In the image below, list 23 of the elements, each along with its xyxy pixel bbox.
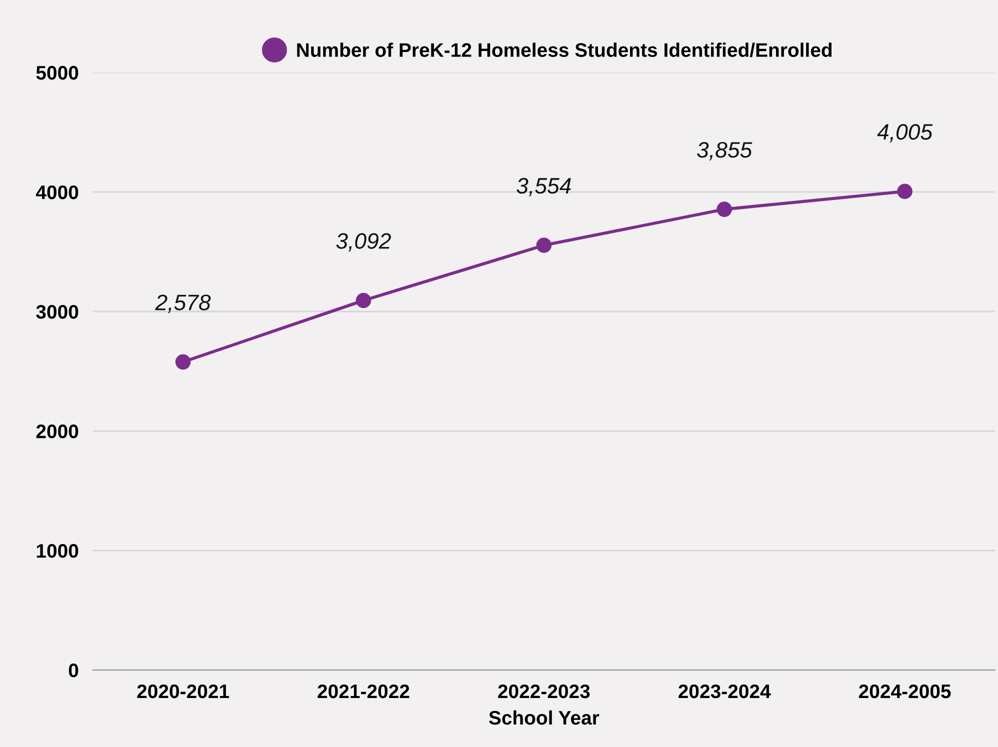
data-label: 3,092 bbox=[336, 233, 391, 252]
data-label: 3,554 bbox=[516, 178, 571, 196]
y-tick-label: 1000 bbox=[36, 544, 78, 558]
data-label: 2,578 bbox=[155, 294, 211, 313]
y-tick-label: 3000 bbox=[36, 304, 78, 319]
data-label: 4,005 bbox=[877, 124, 933, 142]
point bbox=[175, 354, 191, 370]
x-tick-label: 2023-2024 bbox=[678, 684, 771, 698]
x-axis-title: School Year bbox=[488, 710, 600, 725]
point bbox=[356, 292, 372, 308]
y-tick-label: 0 bbox=[68, 664, 78, 678]
x-tick-label: 2020-2021 bbox=[137, 684, 229, 698]
data-label: 3,855 bbox=[697, 142, 752, 160]
y-tick-label: 4000 bbox=[36, 185, 78, 200]
point bbox=[536, 238, 552, 253]
point bbox=[897, 184, 912, 200]
legend-label: Number of PreK-12 Homeless Students Identified/Enrolled bbox=[297, 42, 832, 58]
x-tick-label: 2022-2023 bbox=[498, 684, 590, 698]
x-tick-label: 2024-2005 bbox=[858, 684, 951, 698]
y-tick-label: 5000 bbox=[36, 66, 78, 80]
y-tick-label: 2000 bbox=[36, 424, 78, 438]
point bbox=[716, 202, 732, 217]
x-tick-label: 2021-2022 bbox=[318, 684, 410, 698]
